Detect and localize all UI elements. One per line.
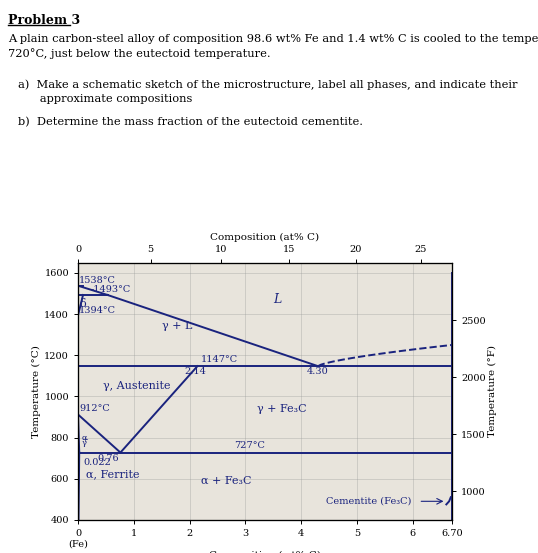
Text: γ + L: γ + L bbox=[162, 321, 192, 331]
Text: γ, Austenite: γ, Austenite bbox=[103, 381, 171, 391]
Text: α: α bbox=[81, 434, 87, 441]
Text: +: + bbox=[81, 436, 88, 445]
Text: 912°C: 912°C bbox=[79, 404, 110, 413]
Text: -1493°C: -1493°C bbox=[90, 285, 131, 294]
Text: 1538°C: 1538°C bbox=[79, 276, 116, 285]
Text: a)  Make a schematic sketch of the microstructure, label all phases, and indicat: a) Make a schematic sketch of the micros… bbox=[18, 79, 518, 103]
Text: A plain carbon-steel alloy of composition 98.6 wt% Fe and 1.4 wt% C is cooled to: A plain carbon-steel alloy of compositio… bbox=[8, 34, 538, 59]
Text: 0.76: 0.76 bbox=[97, 453, 119, 462]
Y-axis label: Temperature (°C): Temperature (°C) bbox=[32, 345, 41, 437]
Text: 0.022: 0.022 bbox=[83, 458, 111, 467]
X-axis label: Composition (at% C): Composition (at% C) bbox=[210, 233, 320, 242]
Text: L: L bbox=[273, 293, 281, 306]
Text: Problem 3: Problem 3 bbox=[8, 14, 80, 27]
Text: α + Fe₃C: α + Fe₃C bbox=[201, 476, 251, 486]
Text: γ: γ bbox=[81, 439, 87, 447]
Text: δ: δ bbox=[79, 299, 86, 309]
Y-axis label: Temperature (°F): Temperature (°F) bbox=[489, 345, 498, 437]
Text: Cementite (Fe₃C): Cementite (Fe₃C) bbox=[327, 497, 412, 506]
Text: γ + Fe₃C: γ + Fe₃C bbox=[257, 404, 306, 414]
Text: 2.14: 2.14 bbox=[185, 367, 206, 376]
Text: b)  Determine the mass fraction of the eutectoid cementite.: b) Determine the mass fraction of the eu… bbox=[18, 117, 363, 127]
Text: 727°C: 727°C bbox=[234, 441, 265, 451]
Text: α, Ferrite: α, Ferrite bbox=[87, 469, 140, 479]
X-axis label: Composition (wt% C): Composition (wt% C) bbox=[209, 551, 321, 553]
Text: 4.30: 4.30 bbox=[307, 367, 329, 376]
Text: 1394°C: 1394°C bbox=[79, 305, 116, 315]
Text: 1147°C: 1147°C bbox=[201, 355, 238, 364]
